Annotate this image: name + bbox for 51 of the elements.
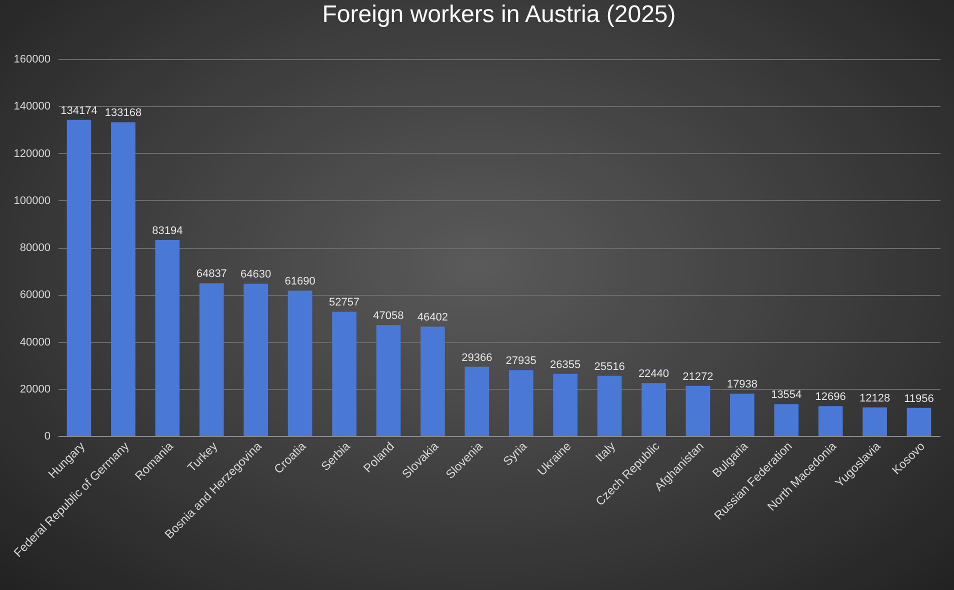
data-label: 64837: [196, 268, 227, 280]
bar: [244, 284, 268, 436]
data-label: 47058: [373, 310, 404, 322]
bar: [597, 376, 622, 436]
bar: [774, 404, 799, 436]
y-tick-label: 140000: [14, 100, 50, 113]
bar: [906, 408, 932, 436]
y-tick-label: 80000: [20, 242, 50, 254]
data-label: 134174: [60, 104, 98, 117]
data-label: 12696: [815, 391, 846, 404]
data-label: 64630: [240, 268, 272, 281]
bar: [464, 366, 490, 436]
y-tick-label: 60000: [20, 289, 50, 302]
data-label: 27935: [506, 355, 536, 368]
bar: [332, 312, 356, 436]
bar: [642, 383, 666, 436]
data-label: 46402: [417, 312, 448, 324]
chart-title: Foreign workers in Austria (2025): [322, 1, 676, 28]
bar: [508, 370, 534, 436]
bar: [288, 290, 312, 436]
y-tick-label: 160000: [14, 54, 50, 66]
bar: [66, 120, 92, 436]
bar: [818, 406, 843, 436]
bar: [553, 374, 578, 436]
bar: [420, 326, 445, 436]
data-label: 11956: [904, 392, 934, 405]
data-label: 26355: [550, 358, 581, 371]
y-tick-label: 120000: [14, 148, 50, 160]
bar: [155, 240, 180, 436]
data-label: 133168: [104, 107, 142, 120]
bar: [199, 283, 224, 436]
bar: [376, 325, 401, 436]
data-label: 83194: [152, 224, 183, 237]
bar: [730, 394, 754, 436]
data-label: 21272: [682, 370, 714, 383]
y-tick-label: 40000: [20, 336, 50, 348]
bar: [862, 407, 887, 436]
data-label: 61690: [284, 276, 316, 288]
data-label: 25516: [594, 360, 625, 373]
x-tick-label: Italy: [592, 439, 618, 465]
y-tick-label: 100000: [14, 194, 50, 207]
y-tick-label: 0: [44, 430, 50, 442]
data-label: 17938: [726, 378, 758, 391]
data-label: 22440: [638, 368, 670, 380]
y-tick-label: 20000: [20, 383, 50, 396]
data-label: 13554: [771, 389, 802, 402]
data-label: 12128: [859, 392, 890, 404]
bar: [686, 386, 710, 436]
bar: [111, 122, 136, 436]
data-label: 29366: [462, 352, 492, 364]
data-label: 52757: [328, 296, 360, 309]
